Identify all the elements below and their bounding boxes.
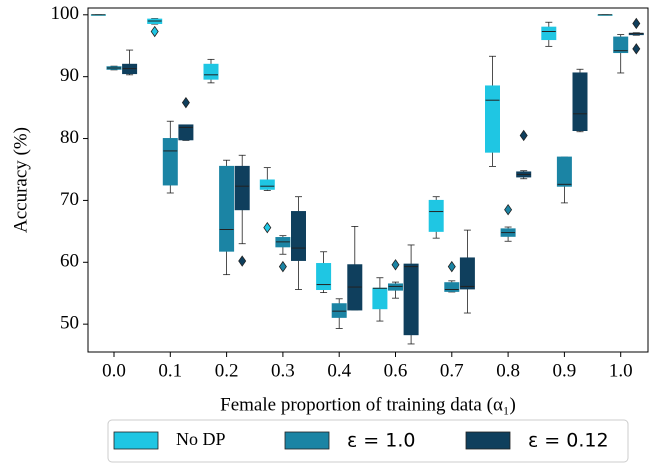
flier xyxy=(263,221,272,234)
box xyxy=(613,36,629,54)
x-axis-label: Female proportion of training data (α₁) xyxy=(220,394,516,415)
box xyxy=(572,72,588,132)
flier xyxy=(447,260,456,273)
box xyxy=(203,63,219,80)
x-tick-label: 0.7 xyxy=(440,360,464,381)
flier xyxy=(632,17,641,30)
x-tick-label: 0.1 xyxy=(158,360,182,381)
x-tick-label: 1.0 xyxy=(609,360,633,381)
legend-label: ε = 0.12 xyxy=(528,430,609,452)
box xyxy=(403,263,419,336)
legend-swatch xyxy=(284,431,330,450)
box xyxy=(388,283,403,291)
flier xyxy=(150,25,159,38)
y-tick-label: 80 xyxy=(60,127,79,148)
x-tick-label: 0.3 xyxy=(271,360,295,381)
flier xyxy=(278,260,287,273)
legend-label: ε = 1.0 xyxy=(347,430,416,452)
box xyxy=(485,85,500,153)
flier xyxy=(632,43,641,55)
y-tick-label: 70 xyxy=(60,189,79,210)
box xyxy=(541,26,557,41)
flier xyxy=(519,129,528,142)
x-tick-label: 0.6 xyxy=(384,360,408,381)
x-tick-label: 0.4 xyxy=(327,360,351,381)
flier xyxy=(391,259,400,271)
y-tick-label: 100 xyxy=(51,3,80,24)
box xyxy=(331,303,347,318)
box xyxy=(178,124,194,141)
box xyxy=(428,199,444,232)
flier xyxy=(504,204,513,216)
box xyxy=(316,263,332,291)
y-axis-label: Accuracy (%) xyxy=(10,127,31,233)
legend-swatch xyxy=(113,431,159,450)
y-tick-label: 60 xyxy=(60,251,79,272)
box xyxy=(259,179,275,190)
x-tick-label: 0.8 xyxy=(496,360,520,381)
box xyxy=(219,165,235,252)
box xyxy=(556,156,572,187)
legend-frame xyxy=(107,419,629,463)
x-tick-label: 0.9 xyxy=(553,360,577,381)
flier xyxy=(181,96,190,109)
box xyxy=(162,138,178,186)
y-tick-label: 50 xyxy=(60,313,79,334)
box xyxy=(459,257,475,290)
box xyxy=(444,282,460,292)
flier xyxy=(238,255,247,267)
plot-frame xyxy=(87,7,649,353)
box xyxy=(372,287,388,310)
x-tick-label: 0.2 xyxy=(215,360,239,381)
legend-label: No DP xyxy=(176,429,226,449)
box xyxy=(234,165,250,211)
x-tick-label: 0.0 xyxy=(102,360,126,381)
box xyxy=(291,211,306,261)
y-tick-label: 90 xyxy=(60,65,79,86)
legend-swatch xyxy=(465,431,511,450)
